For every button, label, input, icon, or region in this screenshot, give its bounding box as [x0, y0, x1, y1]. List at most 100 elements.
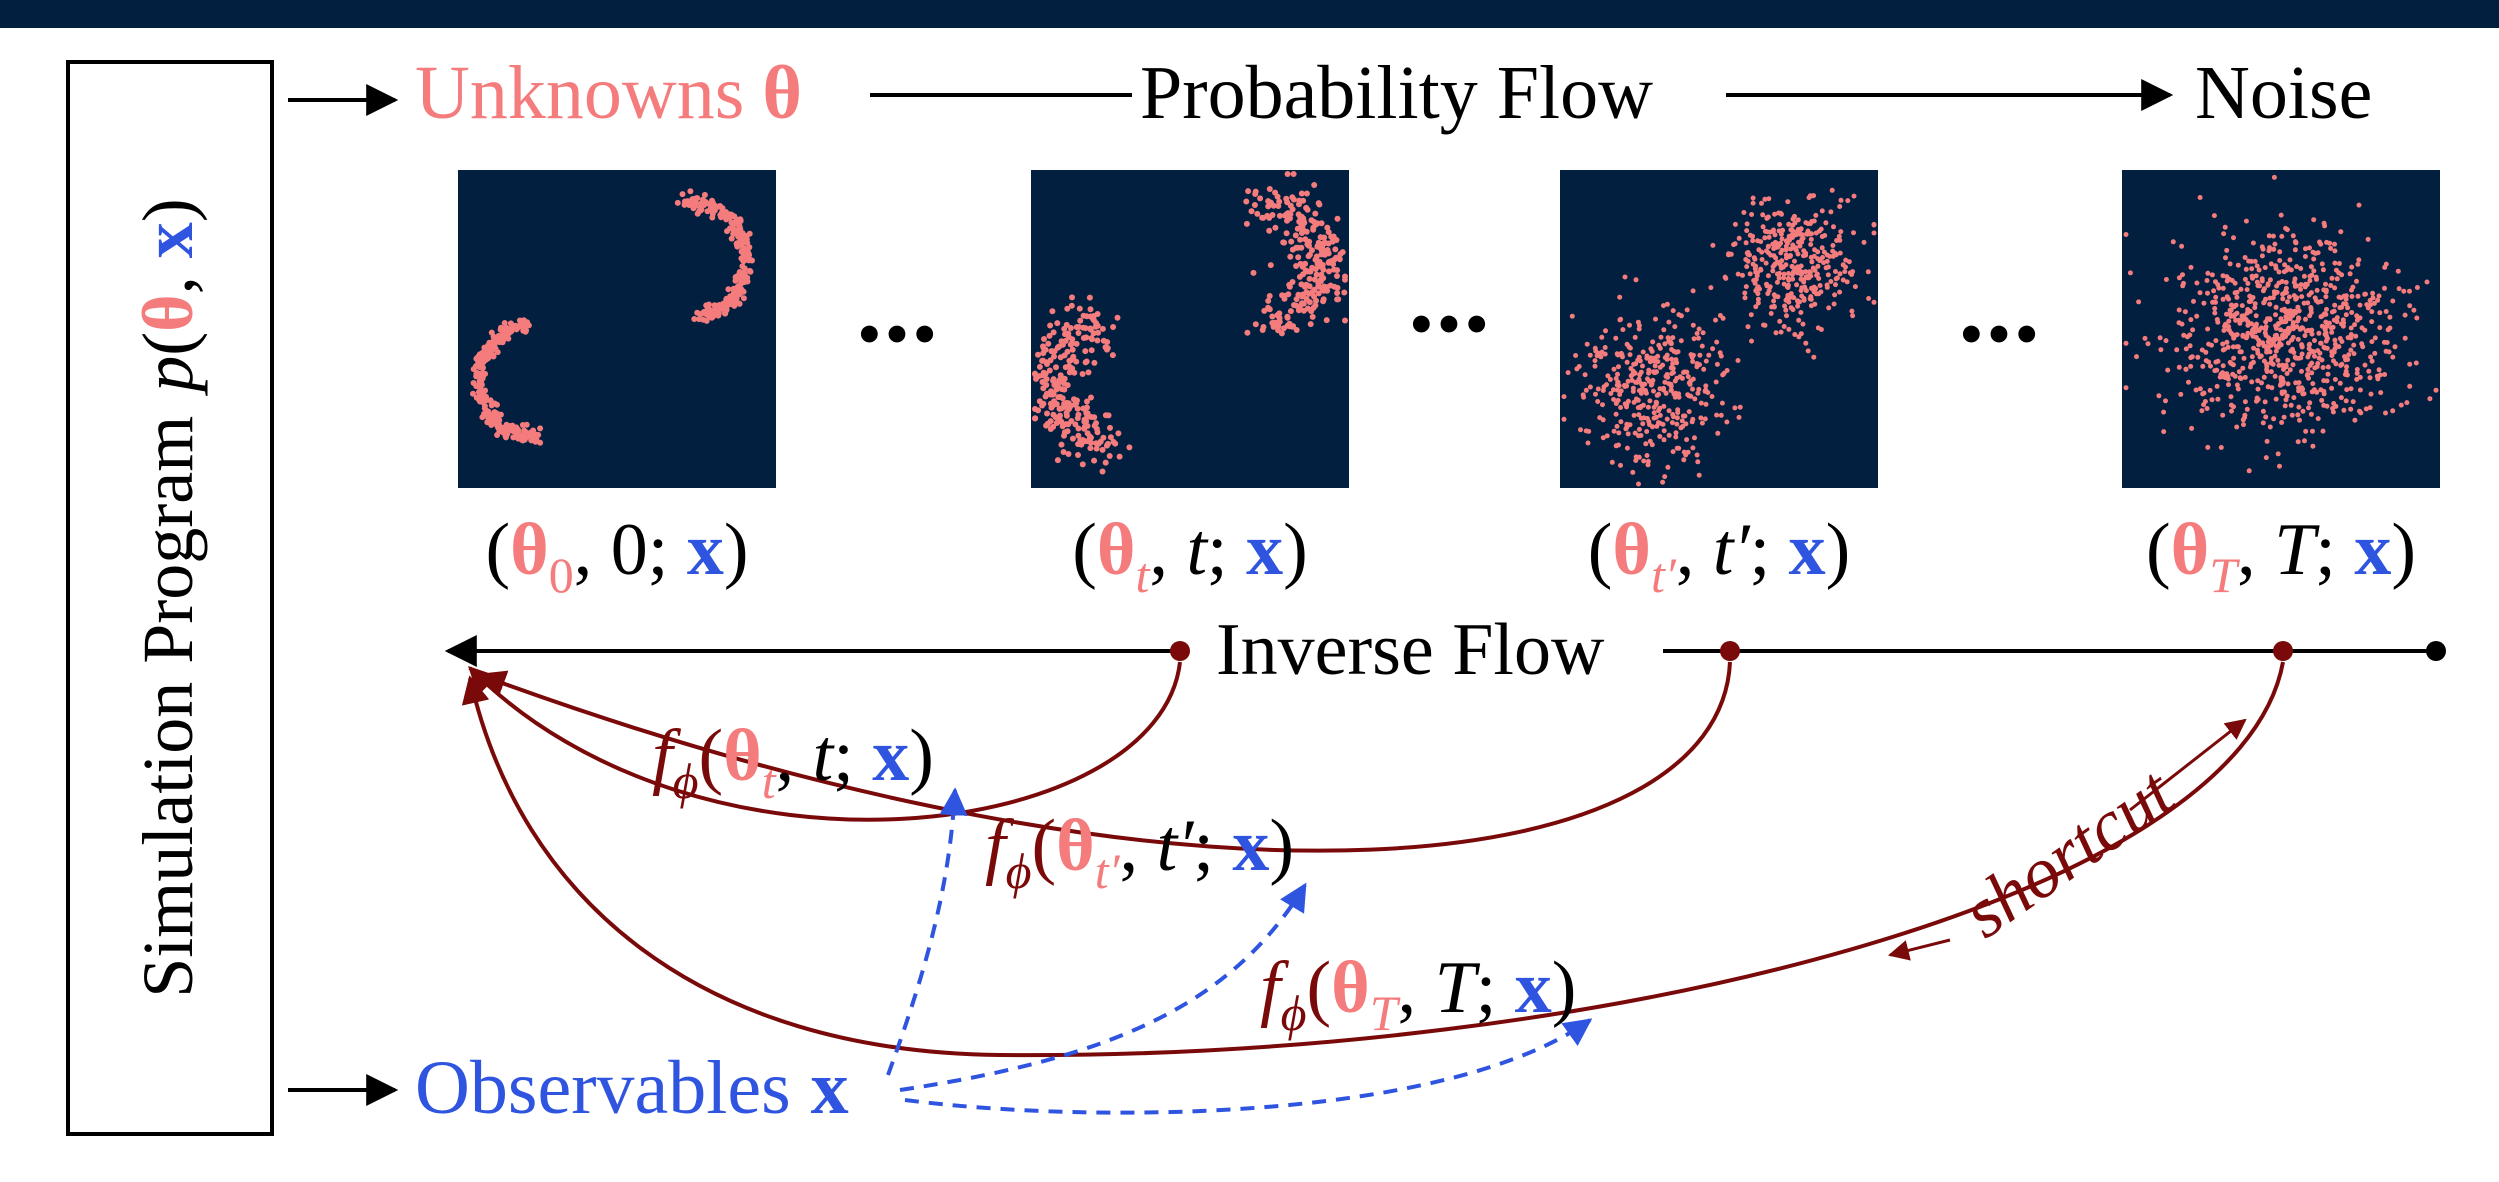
sample-dot: [1044, 420, 1051, 427]
sample-dot: [1661, 437, 1667, 443]
sample-dot: [2230, 344, 2236, 350]
sample-dot: [1747, 271, 1753, 277]
sample-dot: [1762, 235, 1768, 241]
sample-dot: [1318, 251, 1325, 258]
sample-dot: [2302, 438, 2307, 444]
sample-dot: [523, 432, 529, 439]
sample-dot: [1764, 215, 1770, 221]
sample-dot: [2199, 408, 2205, 414]
sample-dot: [1057, 417, 1064, 424]
sample-dot: [1755, 296, 1761, 302]
sample-dot: [1325, 229, 1332, 236]
sample-dot: [1696, 335, 1701, 341]
ellipsis-2: •••: [1410, 291, 1493, 359]
sample-dot: [1682, 413, 1688, 419]
sample-dot: [1061, 325, 1068, 332]
sample-dot: [1723, 275, 1729, 281]
sample-dot: [1296, 273, 1303, 280]
sample-dot: [674, 199, 681, 206]
sample-dot: [1080, 335, 1087, 341]
sample-dot: [2284, 371, 2290, 376]
sample-dot: [2237, 349, 2243, 355]
sample-dot: [2247, 364, 2253, 370]
sample-dot: [1793, 245, 1799, 251]
sample-dot: [1661, 327, 1667, 333]
sample-dot: [2295, 412, 2301, 418]
sample-dot: [2211, 213, 2217, 219]
sample-dot: [1043, 376, 1050, 383]
sample-dot: [1342, 317, 1348, 324]
sample-dot: [2212, 306, 2218, 311]
sample-dot: [2290, 362, 2296, 368]
sample-dot: [2220, 363, 2226, 369]
sample-dot: [2213, 279, 2218, 285]
sample-dot: [1077, 437, 1084, 444]
sample-dot: [529, 432, 536, 439]
sample-dot: [2142, 335, 2148, 341]
sample-dot: [1824, 258, 1830, 264]
sample-dot: [1044, 410, 1050, 417]
sample-dot: [2156, 393, 2162, 399]
sample-dot: [2319, 323, 2325, 329]
sample-dot: [1666, 432, 1672, 438]
sample-dot: [736, 300, 743, 307]
sample-dot: [2321, 378, 2327, 384]
sample-dot: [1307, 321, 1314, 328]
sample-dot: [1815, 263, 1821, 269]
sample-dot: [1658, 334, 1664, 340]
sample-dot: [2292, 354, 2298, 360]
sample-dot: [2309, 370, 2315, 376]
sample-dot: [1633, 277, 1639, 283]
sample-dot: [1334, 273, 1340, 279]
sample-dot: [1599, 349, 1605, 355]
sample-dot: [2215, 358, 2221, 364]
sample-dot: [1309, 313, 1316, 320]
sample-dot: [1714, 339, 1720, 345]
sample-dot: [2303, 428, 2309, 434]
sample-dot: [2306, 405, 2311, 411]
sample-dot: [1631, 399, 1637, 405]
sample-dot: [2293, 310, 2298, 316]
sample-dot: [2321, 402, 2327, 408]
sample-dot: [2250, 240, 2256, 246]
sample-dot: [2233, 302, 2239, 308]
sample-dot: [2299, 351, 2305, 357]
sample-dot: [2341, 407, 2347, 413]
sample-dot: [1095, 440, 1102, 447]
sample-dot: [1312, 210, 1319, 217]
sample-dot: [1609, 459, 1615, 465]
sample-dot: [2360, 344, 2366, 350]
sample-dot: [2263, 455, 2269, 461]
sample-dot: [732, 227, 739, 234]
sample-dot: [1676, 312, 1682, 318]
sample-dot: [2252, 305, 2258, 311]
sample-dot: [1760, 224, 1766, 230]
sample-dot: [1616, 430, 1622, 436]
sample-dot: [1287, 211, 1294, 218]
sample-dot: [1320, 298, 1327, 305]
sample-dot: [1644, 453, 1650, 458]
sample-dot: [2282, 262, 2288, 268]
sample-dot: [2324, 323, 2330, 329]
sample-dot: [740, 295, 747, 302]
sample-dot: [2292, 247, 2298, 253]
sample-dot: [2332, 241, 2337, 247]
sample-dot: [1850, 313, 1856, 319]
sample-dot: [1679, 418, 1685, 424]
sample-dot: [2222, 224, 2228, 230]
sample-dot: [1837, 271, 1843, 277]
sample-dot: [2180, 272, 2185, 278]
sample-dot: [1046, 367, 1053, 374]
sample-dot: [1653, 316, 1658, 322]
sample-dot: [1289, 323, 1296, 330]
sample-dot: [1718, 412, 1724, 418]
sample-dot: [1250, 269, 1257, 276]
sample-dot: [1706, 352, 1712, 358]
sample-dot: [1713, 317, 1718, 323]
sample-dot: [1696, 326, 1702, 332]
sample-dot: [2344, 372, 2350, 378]
sample-dot: [1673, 434, 1679, 440]
sample-dot: [2241, 313, 2247, 319]
svg-text:shortcut: shortcut: [1948, 751, 2189, 953]
sample-dot: [2312, 353, 2317, 359]
